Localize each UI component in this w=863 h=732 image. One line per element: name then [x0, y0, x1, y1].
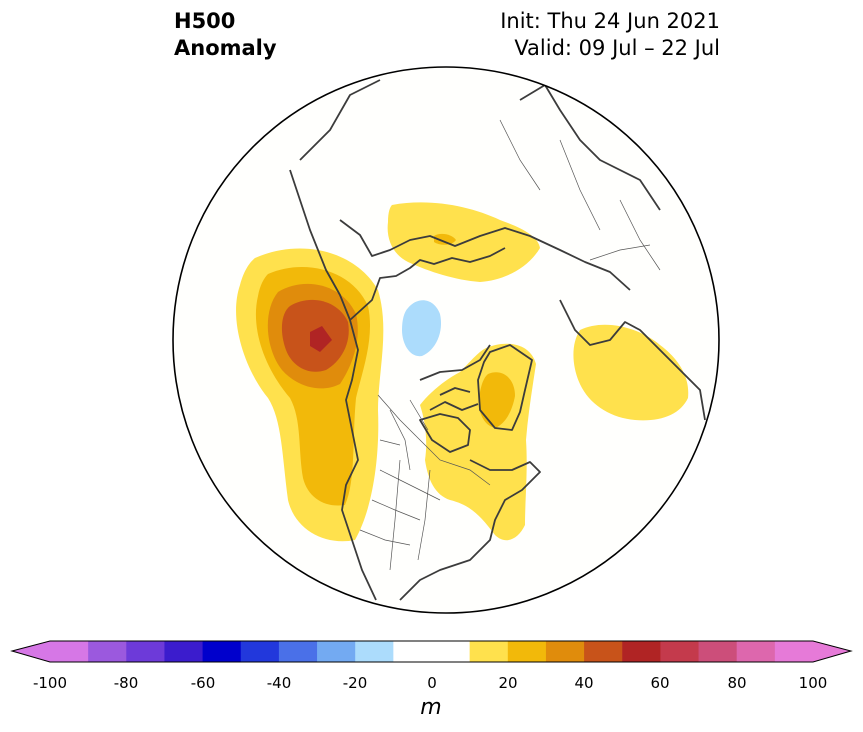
polar-map	[172, 66, 720, 614]
coastline-north-america-west	[289, 169, 377, 601]
colorbar	[10, 640, 853, 663]
valid-range: Valid: 09 Jul – 22 Jul	[514, 36, 720, 60]
colorbar-tick-label: 0	[427, 674, 437, 692]
colorbar-cell	[736, 641, 776, 662]
border-canada-provinces	[379, 399, 429, 471]
globe-edge	[172, 66, 720, 614]
colorbar-tick-label: -60	[190, 674, 216, 692]
colorbar-cell	[660, 641, 700, 662]
coastlines	[289, 79, 706, 601]
anomaly-contour-20	[434, 233, 456, 245]
colorbar-cell	[126, 641, 165, 662]
colorbar-cell	[507, 641, 547, 662]
colorbar-cell	[698, 641, 738, 662]
anomaly-contour-20	[478, 372, 515, 428]
colorbar-outline	[10, 640, 853, 663]
colorbar-tick-label: -20	[342, 674, 368, 692]
colorbar-extend-low	[12, 641, 50, 662]
coastline-east-north-america	[399, 459, 541, 601]
date-info: Init: Thu 24 Jun 2021 Valid: 09 Jul – 22…	[500, 8, 720, 62]
colorbar-tick-label: 100	[798, 674, 828, 692]
border-us-states	[359, 459, 441, 571]
coastline-siberia	[339, 219, 631, 291]
colorbar-tick-label: -100	[32, 674, 68, 692]
border-eurasia	[499, 119, 661, 271]
colorbar-cell	[278, 641, 318, 662]
colorbar-tick-label: -40	[266, 674, 292, 692]
colorbar-tick-label: 40	[574, 674, 594, 692]
colorbar-cell	[622, 641, 661, 662]
colorbar-cell	[469, 641, 509, 662]
anomaly-contour-minus-10	[402, 300, 442, 357]
map-title: H500 Anomaly	[174, 8, 277, 62]
colorbar-unit-label: m	[420, 695, 442, 720]
colorbar-cell	[88, 641, 127, 662]
colorbar-cell	[164, 641, 204, 662]
political-borders	[359, 119, 661, 571]
colorbar-cell	[393, 641, 432, 662]
colorbar-cell	[774, 641, 814, 662]
coastline-greenland	[477, 344, 533, 431]
init-date: Init: Thu 24 Jun 2021	[500, 9, 720, 33]
colorbar-cells	[50, 641, 814, 662]
field-label: H500	[174, 9, 236, 33]
colorbar-cell	[202, 641, 242, 662]
colorbar-tick-label: 80	[727, 674, 747, 692]
coastline-hudson-bay	[419, 413, 471, 453]
colorbar-cell	[317, 641, 356, 662]
colorbar-cell	[431, 641, 471, 662]
colorbar-cell	[355, 641, 394, 662]
colorbar-cell	[50, 641, 89, 662]
anomaly-contour-50	[310, 326, 332, 352]
border-canada-us	[377, 394, 491, 486]
colorbar-cell	[545, 641, 585, 662]
colorbar-extend-high	[813, 641, 851, 662]
colorbar-tick-label: -80	[113, 674, 139, 692]
colorbar-tick-label: 20	[498, 674, 518, 692]
field-type-label: Anomaly	[174, 36, 277, 60]
colorbar-cell	[240, 641, 280, 662]
colorbar-cell	[584, 641, 623, 662]
coastline-canadian-archipelago	[419, 344, 491, 411]
coastline-alaska-arctic	[349, 247, 506, 321]
coastline-scandinavia-europe	[559, 299, 706, 421]
colorbar-tick-label: 60	[650, 674, 670, 692]
